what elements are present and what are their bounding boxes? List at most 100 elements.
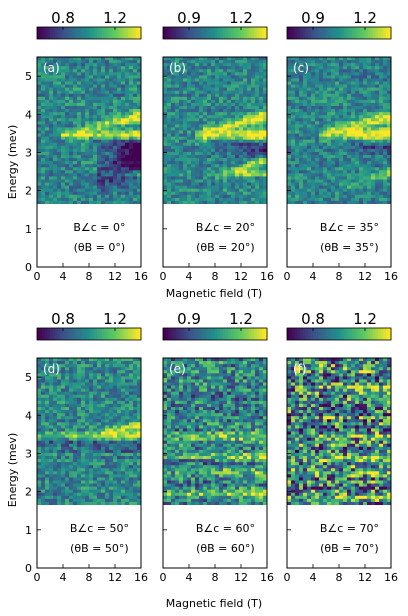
colorbar-segment	[70, 328, 74, 340]
heatmap-cell	[307, 167, 312, 171]
heatmap-cell	[255, 179, 260, 183]
heatmap-cell	[379, 197, 384, 202]
heatmap-cell	[81, 403, 86, 408]
heatmap-cell	[207, 112, 212, 116]
heatmap-cell	[303, 109, 308, 113]
heatmap-cell	[327, 72, 332, 76]
heatmap-cell	[101, 425, 106, 429]
heatmap-cell	[211, 161, 216, 165]
heatmap-cell	[113, 81, 118, 85]
heatmap-cell	[65, 182, 70, 187]
heatmap-cell	[211, 124, 216, 128]
heatmap-cell	[85, 84, 90, 89]
heatmap-cell	[137, 167, 142, 171]
heatmap-cell	[117, 148, 122, 153]
heatmap-cell	[73, 465, 78, 469]
heatmap-cell	[303, 200, 308, 205]
heatmap-cell	[343, 84, 348, 89]
heatmap-cell	[227, 112, 232, 116]
heatmap-cell	[125, 75, 130, 79]
heatmap-cell	[89, 385, 94, 390]
heatmap-cell	[223, 109, 228, 113]
heatmap-cell	[41, 185, 46, 190]
heatmap-cell	[105, 422, 110, 426]
heatmap-cell	[355, 176, 360, 180]
heatmap-cell	[113, 78, 118, 82]
heatmap-cell	[101, 109, 106, 113]
heatmap-cell	[375, 161, 380, 165]
heatmap-cell	[61, 106, 66, 110]
heatmap-cell	[85, 124, 90, 128]
heatmap-cell	[199, 106, 204, 110]
heatmap-cell	[137, 57, 142, 61]
heatmap-cell	[37, 434, 42, 439]
heatmap-cell	[137, 170, 142, 174]
colorbar-segment	[181, 27, 185, 39]
heatmap-cell	[93, 379, 98, 383]
heatmap-cell	[81, 96, 86, 101]
heatmap-cell	[287, 87, 292, 92]
heatmap-cell	[343, 106, 348, 110]
heatmap-cell	[49, 373, 54, 377]
heatmap-cell	[355, 185, 360, 190]
heatmap-cell	[97, 124, 102, 128]
heatmap-cell	[45, 60, 50, 64]
heatmap-cell	[323, 78, 328, 82]
heatmap-cell	[113, 155, 118, 159]
heatmap-cell	[351, 75, 356, 79]
heatmap-cell	[319, 170, 324, 174]
heatmap-cell	[163, 121, 168, 125]
heatmap-cell	[243, 69, 248, 73]
heatmap-cell	[45, 452, 50, 457]
heatmap-cell	[65, 148, 70, 153]
heatmap-cell	[109, 446, 114, 451]
heatmap-cell	[327, 179, 332, 183]
heatmap-cell	[37, 121, 42, 125]
heatmap-cell	[223, 57, 228, 61]
heatmap-cell	[53, 118, 58, 122]
heatmap-cell	[375, 164, 380, 168]
colorbar-segment	[133, 328, 137, 340]
heatmap-cell	[195, 60, 200, 64]
heatmap-cell	[125, 66, 130, 70]
heatmap-cell	[227, 63, 232, 67]
heatmap-cell	[125, 161, 130, 165]
heatmap-cell	[37, 161, 42, 165]
heatmap-cell	[263, 93, 268, 98]
heatmap-cell	[133, 148, 138, 153]
heatmap-cell	[351, 69, 356, 73]
heatmap-cell	[263, 136, 268, 141]
heatmap-cell	[77, 66, 82, 70]
heatmap-cell	[57, 63, 62, 67]
heatmap-cell	[335, 127, 340, 131]
heatmap-cell	[199, 69, 204, 73]
heatmap-cell	[41, 456, 46, 460]
heatmap-cell	[231, 78, 236, 82]
heatmap-cell	[97, 127, 102, 131]
heatmap-cell	[315, 90, 320, 95]
heatmap-cell	[179, 81, 184, 85]
heatmap-cell	[311, 139, 316, 144]
heatmap-cell	[133, 413, 138, 417]
heatmap-cell	[295, 90, 300, 95]
heatmap-cell	[239, 109, 244, 113]
heatmap-cell	[359, 148, 364, 153]
heatmap-cell	[137, 164, 142, 168]
heatmap-cell	[121, 443, 126, 448]
heatmap-cell	[307, 194, 312, 199]
heatmap-cell	[101, 124, 106, 128]
heatmap-cell	[191, 164, 196, 168]
heatmap-cell	[219, 185, 224, 190]
heatmap-cell	[69, 179, 74, 183]
heatmap-cell	[339, 155, 344, 159]
heatmap-cell	[125, 155, 130, 159]
heatmap-cell	[183, 87, 188, 92]
heatmap-cell	[77, 449, 82, 454]
heatmap-cell	[187, 93, 192, 98]
heatmap-cell	[53, 109, 58, 113]
heatmap-cell	[137, 413, 142, 417]
heatmap-cell	[383, 99, 388, 104]
heatmap-cell	[363, 176, 368, 180]
x-tick-label: 12	[108, 270, 122, 283]
heatmap-cell	[77, 443, 82, 448]
